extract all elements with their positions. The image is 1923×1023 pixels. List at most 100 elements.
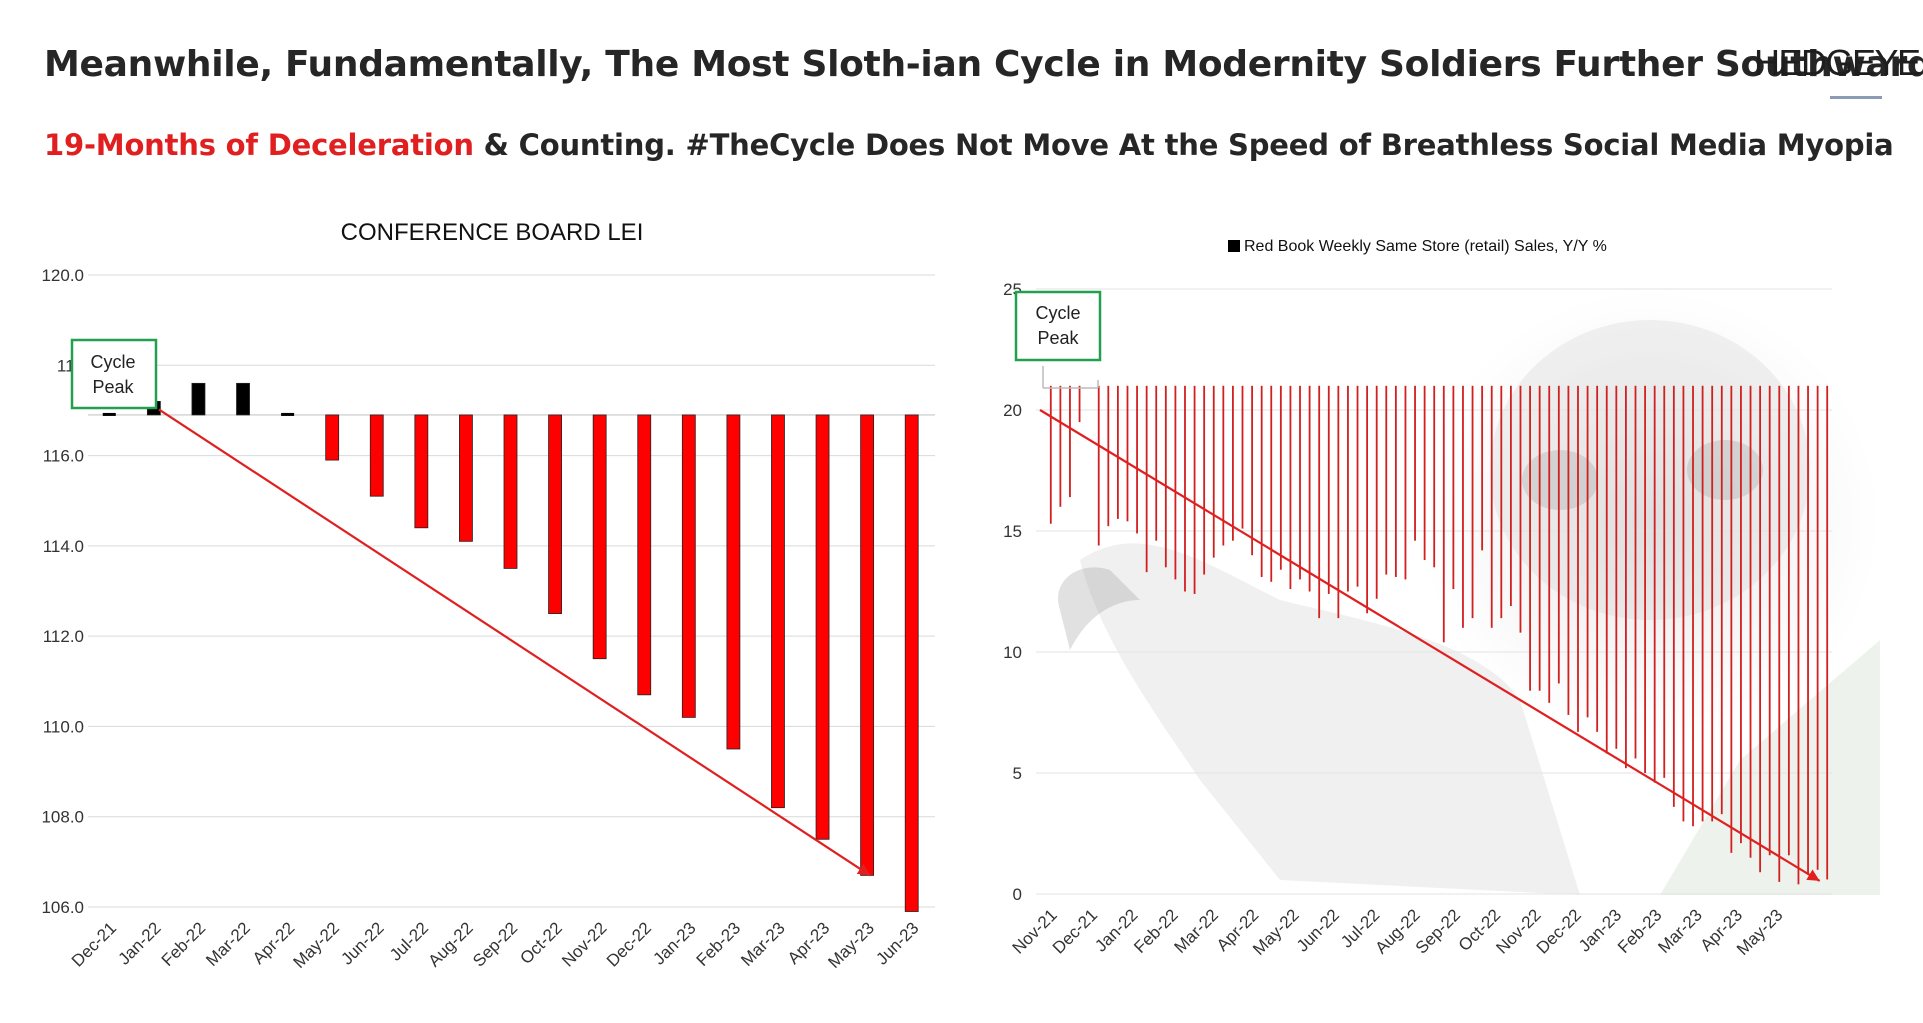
x-tick-label: Mar-23 [1654, 905, 1706, 957]
weekly-sales-bar [1663, 385, 1666, 778]
weekly-sales-bar [1720, 385, 1723, 815]
weekly-sales-bar [1232, 385, 1234, 541]
lei-bar [726, 414, 741, 750]
weekly-sales-bar [1433, 385, 1436, 568]
weekly-sales-bar [1222, 385, 1225, 546]
weekly-sales-bar [1145, 385, 1148, 573]
cycle-peak-label-2-line2: Peak [1037, 328, 1079, 348]
weekly-sales-bar [1452, 385, 1455, 590]
weekly-sales-bar [1807, 385, 1809, 875]
y-tick-label: 114.0 [43, 537, 84, 556]
weekly-sales-bar [1126, 385, 1129, 522]
weekly-sales-bar [1826, 385, 1829, 880]
lei-bar [860, 414, 875, 876]
lei-bar [904, 414, 919, 912]
weekly-sales-bar [1577, 385, 1579, 732]
weekly-sales-bar [1548, 385, 1551, 703]
lei-bar [281, 412, 295, 416]
x-tick-label: Jun-22 [1293, 905, 1343, 955]
weekly-sales-bar [1701, 385, 1704, 822]
y-tick-label: 20 [1003, 401, 1022, 420]
weekly-sales-bar [1625, 385, 1627, 769]
weekly-sales-bar [1203, 385, 1206, 575]
weekly-sales-bar [1155, 385, 1158, 541]
weekly-sales-bar [1299, 385, 1301, 580]
y-tick-label: 15 [1003, 522, 1022, 541]
weekly-sales-bar [1615, 385, 1618, 749]
y-tick-label: 116.0 [43, 447, 84, 466]
legend-label: Red Book Weekly Same Store (retail) Sale… [1244, 238, 1607, 255]
weekly-sales-bar [1740, 385, 1742, 844]
subtitle-highlight: 19-Months of Deceleration [44, 128, 474, 162]
weekly-sales-bar [1605, 385, 1608, 754]
y-tick-label: 106.0 [41, 898, 84, 917]
weekly-sales-bar [1462, 385, 1464, 628]
weekly-sales-bar [1193, 385, 1196, 594]
weekly-sales-bar [1394, 385, 1397, 577]
lei-bar [414, 414, 429, 529]
weekly-sales-bar [1653, 385, 1656, 783]
weekly-sales-bar [1797, 385, 1800, 885]
subtitle-rest: & Counting. #TheCycle Does Not Move At t… [473, 128, 1894, 162]
weekly-sales-bar [1557, 385, 1560, 684]
weekly-sales-bar [1816, 385, 1819, 870]
lei-bar [236, 382, 250, 416]
weekly-sales-bar [1509, 385, 1512, 607]
lei-bar [637, 414, 652, 696]
weekly-sales-bar [1356, 385, 1359, 587]
weekly-sales-bar [1481, 385, 1484, 551]
weekly-sales-bar [1596, 385, 1599, 732]
weekly-sales-bar [1279, 385, 1282, 570]
weekly-sales-bar [1442, 385, 1445, 643]
weekly-sales-bar [1174, 385, 1177, 580]
cycle-peak-label-2-line1: Cycle [1035, 303, 1080, 323]
weekly-sales-bar [1404, 385, 1407, 580]
weekly-sales-bar [1682, 385, 1685, 822]
weekly-sales-bar [1644, 385, 1646, 773]
x-tick-label: Dec-22 [1533, 905, 1585, 957]
weekly-sales-bar [1586, 385, 1589, 718]
trend-arrow-head [1806, 869, 1820, 881]
cycle-peak-box-2 [1014, 290, 1102, 362]
lei-bar [771, 414, 785, 809]
weekly-sales-bar [1212, 385, 1215, 558]
cycle-peak-label-line2: Peak [92, 377, 134, 397]
cycle-peak-label-line1: Cycle [90, 352, 135, 372]
logo-underline [1830, 96, 1882, 99]
weekly-sales-bar [1730, 385, 1733, 853]
y-tick-label: 110.0 [43, 717, 84, 736]
legend-swatch [1228, 240, 1240, 252]
weekly-sales-bar [1749, 385, 1752, 858]
weekly-sales-bar [1375, 385, 1378, 599]
weekly-sales-bar [1692, 385, 1694, 827]
x-tick-label: Dec-21 [1049, 905, 1101, 957]
weekly-sales-bar [1538, 385, 1541, 691]
weekly-sales-bar [1414, 385, 1416, 541]
weekly-sales-bar [1567, 385, 1570, 715]
weekly-sales-bar [1490, 385, 1493, 628]
weekly-sales-bar [1768, 385, 1771, 856]
weekly-sales-bar [1327, 385, 1330, 594]
weekly-sales-bar [1116, 385, 1119, 519]
weekly-sales-bar [1519, 385, 1522, 633]
weekly-sales-bar [1471, 385, 1474, 619]
lei-bar [815, 414, 830, 840]
weekly-sales-bar [1251, 385, 1253, 556]
weekly-sales-bar [1308, 385, 1311, 592]
weekly-sales-bar [1136, 385, 1138, 534]
x-tick-label: Mar-22 [1171, 905, 1223, 957]
weekly-sales-bar [1059, 385, 1062, 507]
lei-bar [369, 414, 384, 497]
lei-bar [325, 414, 340, 461]
sloth-watermark-image [1058, 290, 1880, 895]
weekly-sales-bar [1164, 385, 1167, 568]
lei-bar [459, 414, 473, 542]
weekly-sales-bar [1347, 385, 1349, 592]
trend-arrow-head [856, 863, 871, 876]
lei-bar [102, 412, 116, 416]
y-tick-label: 10 [1003, 643, 1022, 662]
lei-bar [191, 382, 206, 416]
x-tick-label: Nov-21 [1009, 905, 1061, 957]
y-tick-label: 120.0 [41, 266, 84, 285]
